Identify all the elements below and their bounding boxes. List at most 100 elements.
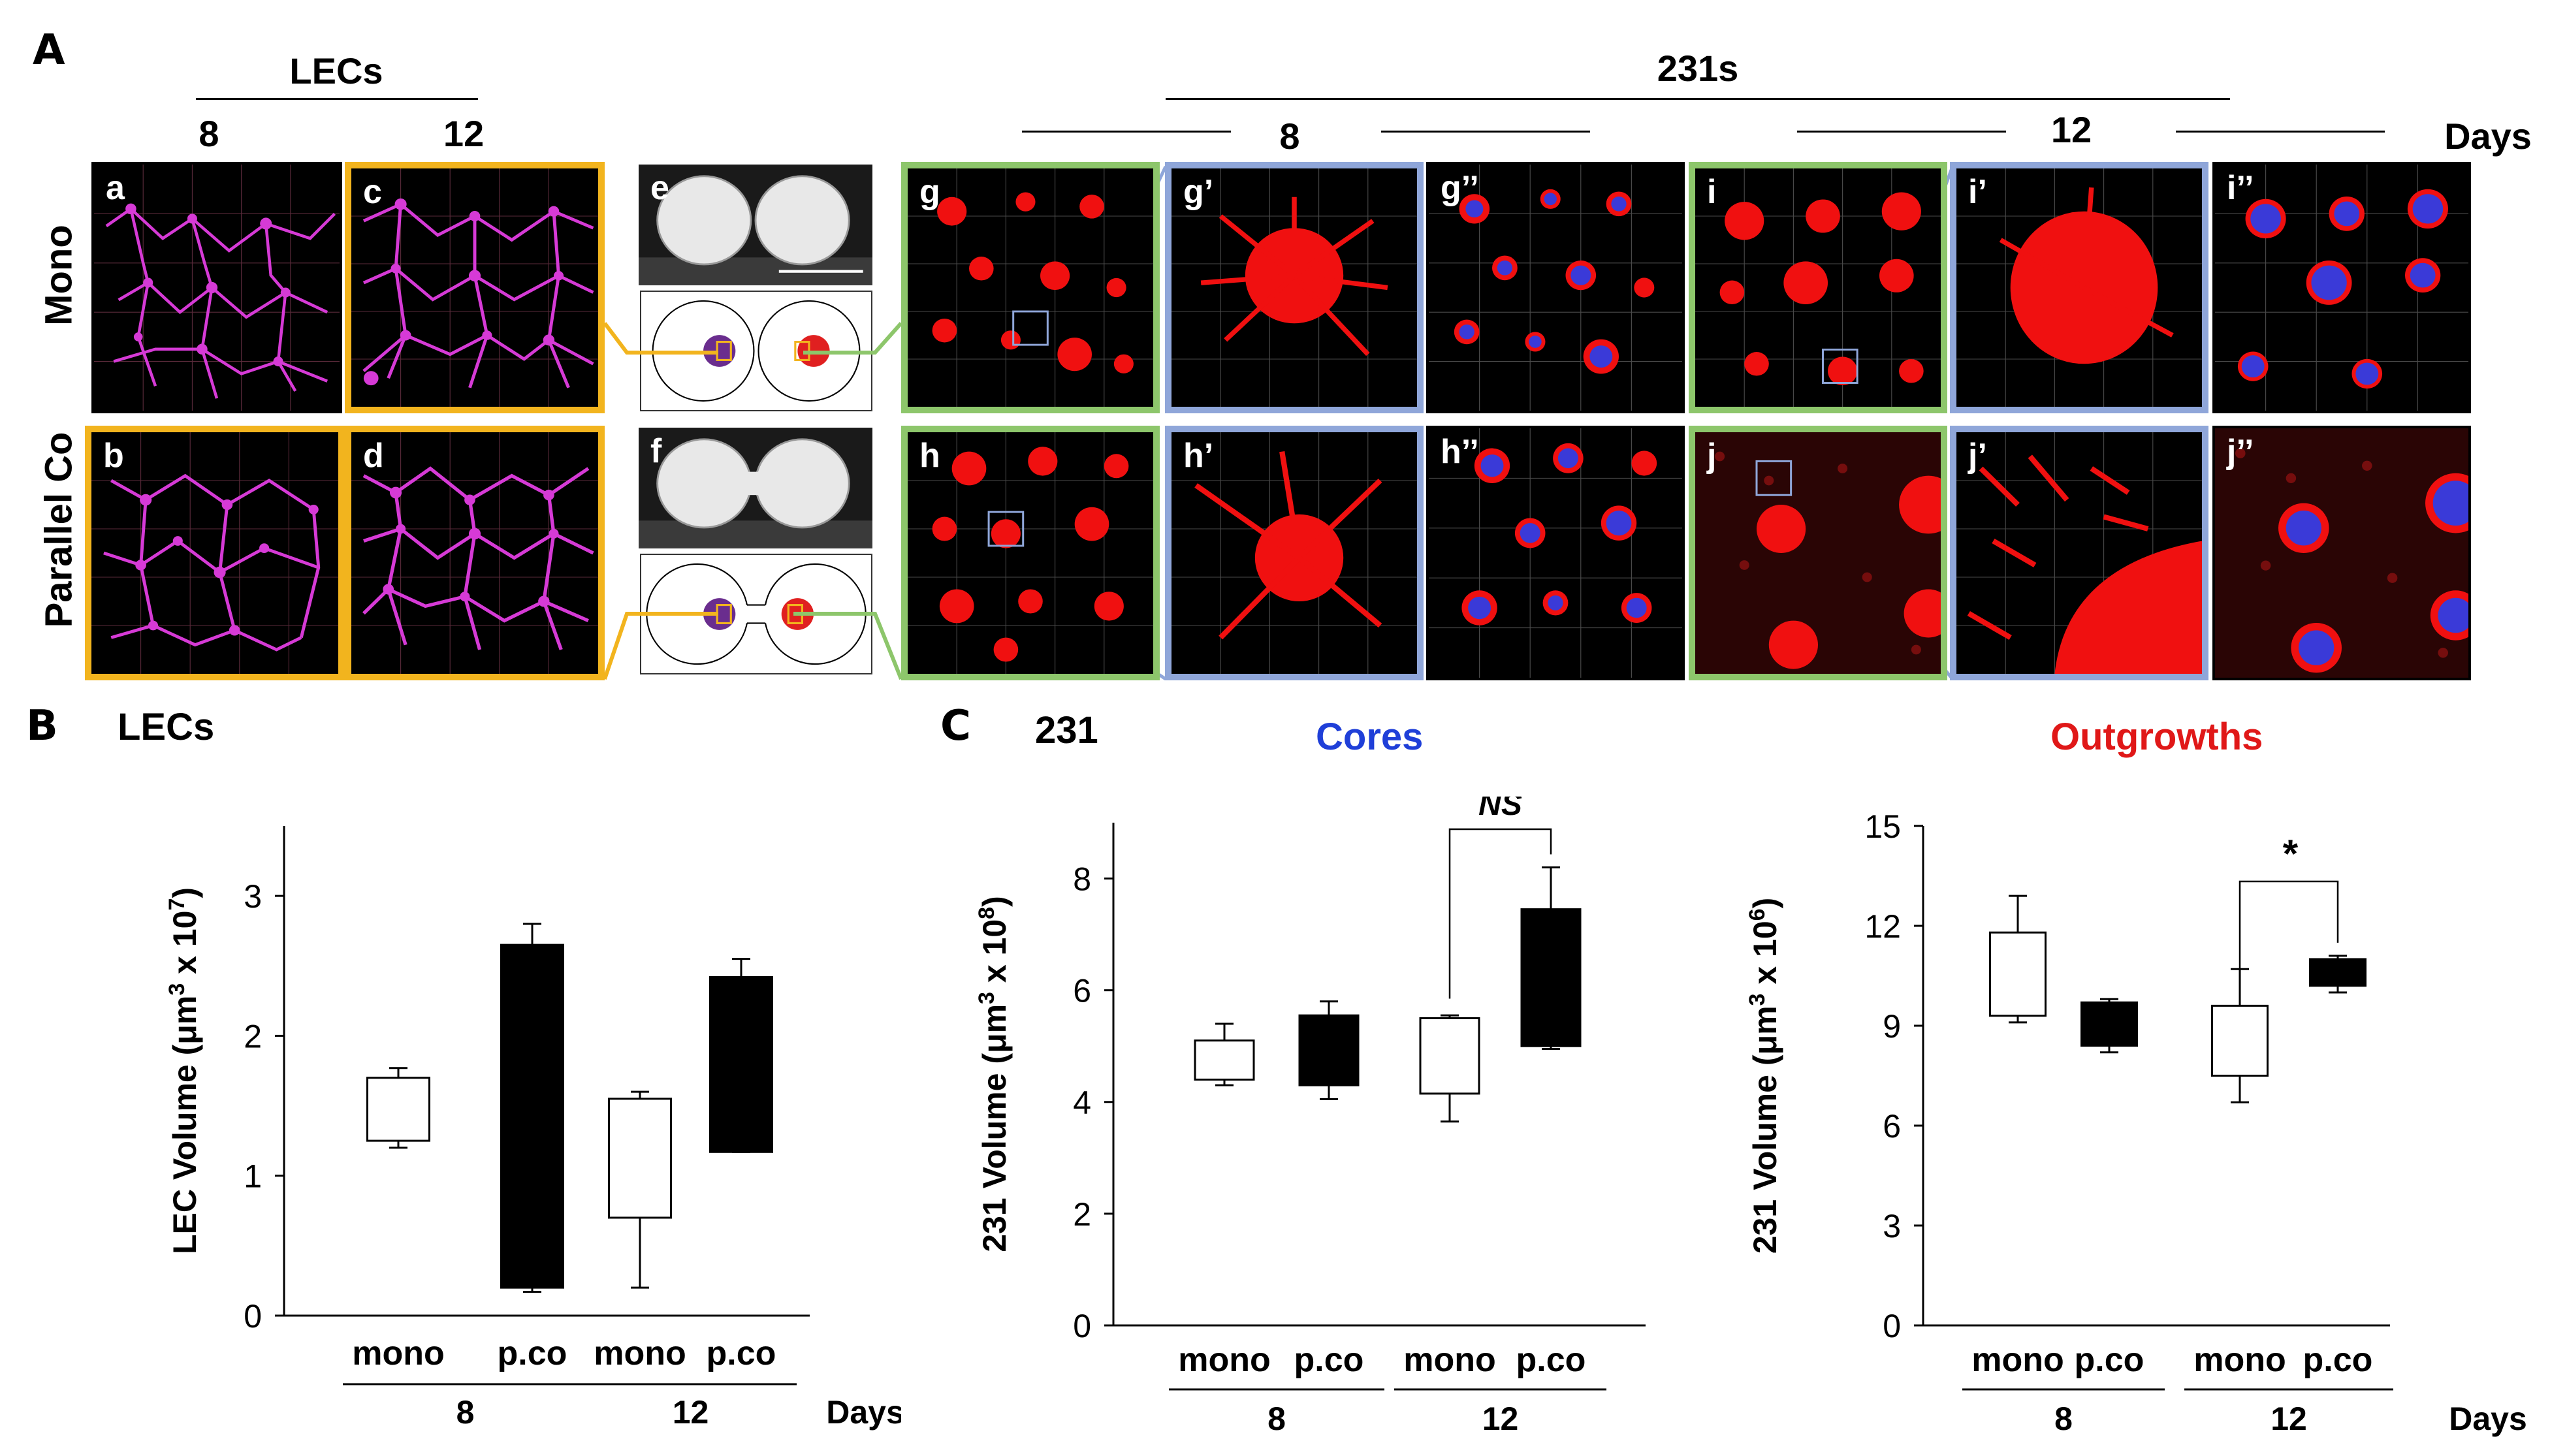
tumor-j2	[2215, 428, 2468, 678]
tile-a: a	[91, 162, 342, 413]
panel-c-letter: C	[940, 702, 971, 750]
box-iqr	[1419, 1017, 1480, 1095]
tile-i2-label: i’’	[2227, 169, 2254, 207]
tumor-g	[908, 168, 1153, 407]
tumor-h	[908, 432, 1153, 674]
days-label: Days	[826, 1394, 901, 1431]
tumor-g1	[1171, 168, 1417, 407]
tile-g2: g’’	[1426, 162, 1685, 413]
y-axis-label: 231 Volume (μm3 x 108)	[974, 896, 1013, 1252]
tile-j2-label: j’’	[2227, 433, 2254, 471]
box-iqr	[1194, 1039, 1255, 1081]
cells231-day8: 8	[1279, 116, 1300, 157]
panel-b-letter: B	[26, 702, 58, 750]
tumor-g2	[1429, 165, 1682, 411]
tumor-h1	[1171, 432, 1417, 674]
day12-line-left	[1797, 131, 2006, 133]
tile-i1: i’	[1950, 162, 2208, 413]
box-iqr	[1989, 931, 2047, 1017]
lec-network-b	[91, 432, 338, 674]
tile-j2: j’’	[2212, 426, 2471, 680]
y-tick-label: 2	[244, 1018, 262, 1054]
tile-f-label: f	[650, 432, 662, 470]
lec-network-a	[94, 165, 340, 411]
tumor-j1	[1956, 432, 2202, 674]
diagram-mono	[640, 291, 872, 411]
diagram-parallel	[640, 554, 872, 674]
day8-line-left	[1022, 131, 1231, 133]
tile-f-photo: f	[639, 428, 872, 548]
box-iqr	[2080, 1001, 2138, 1047]
category-label: p.co	[2303, 1341, 2373, 1379]
significance-label: NS	[1478, 797, 1522, 822]
lec-header: LECs	[289, 50, 383, 91]
tile-i2: i’’	[2212, 162, 2471, 413]
tile-d: d	[345, 426, 605, 680]
group-label: 8	[456, 1394, 475, 1431]
tile-a-label: a	[106, 169, 125, 207]
lec-network-d	[351, 432, 598, 674]
tile-h-label: h	[919, 437, 940, 475]
category-label: mono	[352, 1335, 445, 1372]
tile-j1-label: j’	[1968, 437, 1987, 475]
cells231-header: 231s	[1657, 48, 1739, 89]
tile-g2-label: g’’	[1441, 169, 1479, 207]
box-iqr	[608, 1098, 672, 1219]
tile-i1-label: i’	[1968, 173, 1987, 211]
tile-h1: h’	[1165, 426, 1424, 680]
cells231-day12: 12	[2050, 109, 2092, 150]
group-label: 12	[1482, 1401, 1519, 1437]
category-label: p.co	[1516, 1341, 1586, 1379]
lec-day12: 12	[443, 113, 485, 154]
tumor-i1	[1956, 168, 2202, 407]
tile-g-label: g	[919, 173, 940, 211]
cells231-header-line	[1166, 98, 2230, 100]
tile-j-label: j	[1707, 437, 1717, 475]
tumor-i	[1695, 168, 1941, 407]
device-photo-e	[639, 165, 872, 285]
y-axis-label: LEC Volume (μm3 x 107)	[165, 887, 203, 1254]
tile-c: c	[345, 162, 605, 413]
tile-e-label: e	[650, 169, 669, 207]
days-label: Days	[2449, 1401, 2527, 1437]
tumor-j	[1695, 432, 1941, 674]
category-label: p.co	[1294, 1341, 1364, 1379]
y-tick-label: 1	[244, 1158, 262, 1195]
tile-i: i	[1689, 162, 1947, 413]
tile-g: g	[901, 162, 1160, 413]
significance-bracket	[2239, 880, 2339, 987]
tile-g1-label: g’	[1183, 173, 1214, 211]
box-iqr	[2211, 1004, 2269, 1077]
y-tick-label: 0	[244, 1298, 262, 1335]
tile-i-label: i	[1707, 173, 1717, 211]
tile-h2-label: h’’	[1441, 433, 1479, 471]
lec-header-line	[196, 98, 478, 100]
tile-j: j	[1689, 426, 1947, 680]
category-label: p.co	[707, 1335, 776, 1372]
y-tick-label: 4	[1073, 1084, 1091, 1121]
significance-label: *	[2281, 832, 2298, 876]
tumor-h2	[1429, 428, 1682, 678]
day8-line-right	[1381, 131, 1590, 133]
category-label: mono	[1403, 1341, 1496, 1379]
tile-j1: j’	[1950, 426, 2208, 680]
panel-a-days-label: Days	[2444, 116, 2532, 157]
cores-title: Cores	[1316, 716, 1424, 758]
y-tick-label: 12	[1864, 908, 1901, 945]
diagram-parallel-svg	[646, 563, 867, 665]
group-label: 12	[673, 1394, 709, 1431]
group-label: 12	[2271, 1401, 2307, 1437]
tile-b-label: b	[103, 437, 124, 475]
lec-network-c	[351, 168, 598, 407]
y-tick-label: 3	[1883, 1208, 1901, 1244]
y-tick-label: 6	[1073, 973, 1091, 1009]
tile-c-label: c	[363, 173, 382, 211]
box-iqr	[366, 1077, 430, 1142]
tile-e-photo: e	[639, 165, 872, 285]
device-photo-f	[639, 428, 872, 548]
y-tick-label: 9	[1883, 1008, 1901, 1045]
tile-d-label: d	[363, 437, 384, 475]
outgrowths-title: Outgrowths	[2050, 716, 2263, 758]
y-tick-label: 3	[244, 878, 262, 915]
y-tick-label: 6	[1883, 1108, 1901, 1145]
